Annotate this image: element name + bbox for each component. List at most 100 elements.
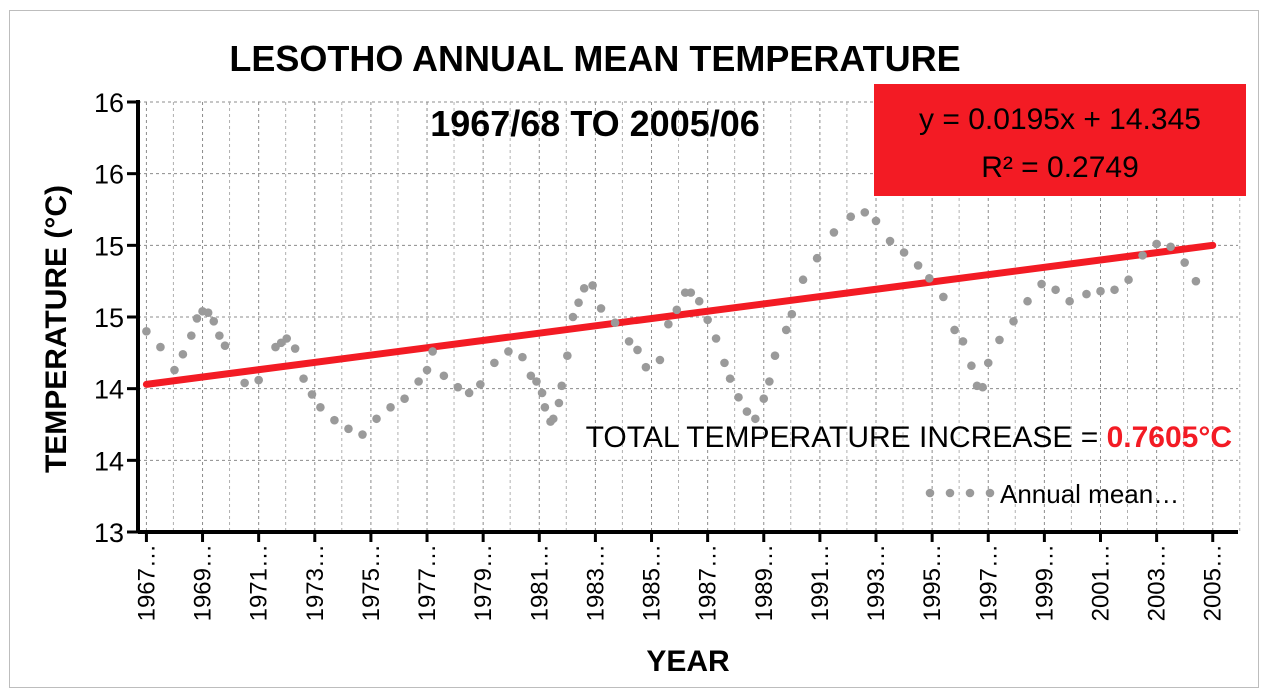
data-point — [751, 414, 760, 424]
data-point — [624, 337, 634, 346]
total-increase-value: 0.7605°C — [1107, 421, 1232, 454]
data-point — [549, 414, 558, 424]
legend-marker — [925, 488, 995, 498]
x-tick-label: 1981… — [526, 544, 553, 621]
data-point — [610, 318, 620, 328]
data-point — [428, 347, 437, 356]
y-tick-label: 13 — [94, 518, 124, 548]
data-point — [829, 228, 839, 237]
data-point — [557, 381, 567, 391]
data-point — [358, 430, 367, 439]
x-tick-label: 1989… — [751, 544, 778, 621]
equation-box — [874, 84, 1246, 196]
data-point — [439, 371, 449, 381]
data-point — [537, 388, 547, 398]
data-point — [316, 403, 325, 412]
x-tick-label: 1985… — [639, 544, 666, 621]
x-tick-label: 1995… — [919, 544, 946, 621]
data-point — [1037, 279, 1046, 289]
data-point — [504, 347, 513, 356]
x-tick-label: 1973… — [302, 544, 329, 621]
data-point — [720, 358, 729, 368]
data-point — [290, 344, 300, 353]
data-point — [711, 334, 721, 343]
x-tick-label: 2005… — [1200, 544, 1227, 621]
y-tick-label: 14 — [94, 375, 124, 405]
x-tick-label: 1999… — [1031, 544, 1058, 621]
data-point — [899, 248, 909, 257]
data-point — [812, 253, 822, 263]
x-tick-label: 2003… — [1144, 544, 1171, 621]
data-point — [672, 305, 682, 315]
data-point — [240, 378, 249, 388]
data-point — [1138, 251, 1147, 260]
trendline — [142, 241, 1217, 388]
chart: 13 14 14 15 15 16 16 1967… 1969… 1971… 1973… 1975…… — [40, 38, 1246, 678]
data-point — [913, 261, 923, 270]
data-point — [1082, 289, 1091, 299]
legend-dot — [925, 488, 935, 498]
data-point — [178, 349, 188, 359]
data-point — [554, 398, 564, 408]
data-point — [1124, 275, 1133, 285]
data-point — [983, 358, 993, 368]
data-point — [203, 308, 213, 318]
x-tick-label: 1993… — [863, 544, 890, 621]
legend-dot — [985, 488, 995, 498]
data-point — [563, 351, 572, 361]
data-point — [664, 319, 673, 329]
legend-dot — [945, 488, 955, 498]
x-tick-label: 2001… — [1088, 544, 1115, 621]
data-point — [1065, 296, 1074, 306]
data-point — [142, 327, 151, 336]
data-point — [725, 374, 735, 383]
data-point — [476, 380, 485, 389]
data-point — [686, 288, 696, 297]
data-point — [1180, 258, 1189, 267]
data-point — [860, 208, 870, 217]
data-point — [330, 415, 339, 425]
data-point — [1191, 276, 1201, 286]
y-tick-label: 16 — [94, 160, 124, 190]
x-tick-label: 1977… — [414, 544, 441, 621]
data-point — [1110, 285, 1119, 295]
data-point — [579, 284, 589, 293]
data-point — [978, 382, 987, 392]
data-point — [798, 275, 808, 285]
data-point — [540, 403, 550, 412]
data-point — [372, 414, 381, 424]
data-point — [254, 375, 263, 385]
data-point — [307, 390, 317, 399]
total-increase-label: TOTAL TEMPERATURE INCREASE = — [586, 421, 1107, 454]
x-tick-label: 1967… — [133, 544, 160, 621]
data-point — [770, 351, 780, 361]
data-point — [1009, 317, 1018, 326]
y-tick-label: 16 — [94, 88, 124, 118]
data-point — [967, 361, 976, 371]
legend: Annual mean… — [925, 479, 1179, 509]
x-tick-label: 1969… — [190, 544, 217, 621]
data-point — [1166, 242, 1175, 252]
data-point — [414, 377, 423, 386]
data-point — [568, 312, 578, 322]
trendline-equation: y = 0.0195x + 14.345 — [919, 103, 1201, 136]
data-point — [192, 314, 202, 323]
data-point — [734, 392, 743, 402]
data-point — [400, 394, 409, 404]
data-point — [422, 365, 432, 375]
x-axis-title: YEAR — [646, 645, 730, 678]
r-squared: R² = 0.2749 — [981, 151, 1139, 184]
data-point — [490, 358, 499, 368]
data-point — [156, 342, 165, 352]
data-point — [518, 352, 527, 362]
data-point — [1051, 285, 1060, 295]
legend-label: Annual mean… — [1000, 479, 1179, 509]
data-point — [641, 362, 651, 372]
y-axis-title: TEMPERATURE (°C) — [40, 185, 73, 473]
annual-mean-series — [142, 208, 1201, 439]
data-point — [596, 304, 606, 313]
data-point — [215, 331, 224, 340]
x-tick-label: 1971… — [246, 544, 273, 621]
data-point — [453, 382, 463, 392]
data-point — [1023, 296, 1032, 306]
